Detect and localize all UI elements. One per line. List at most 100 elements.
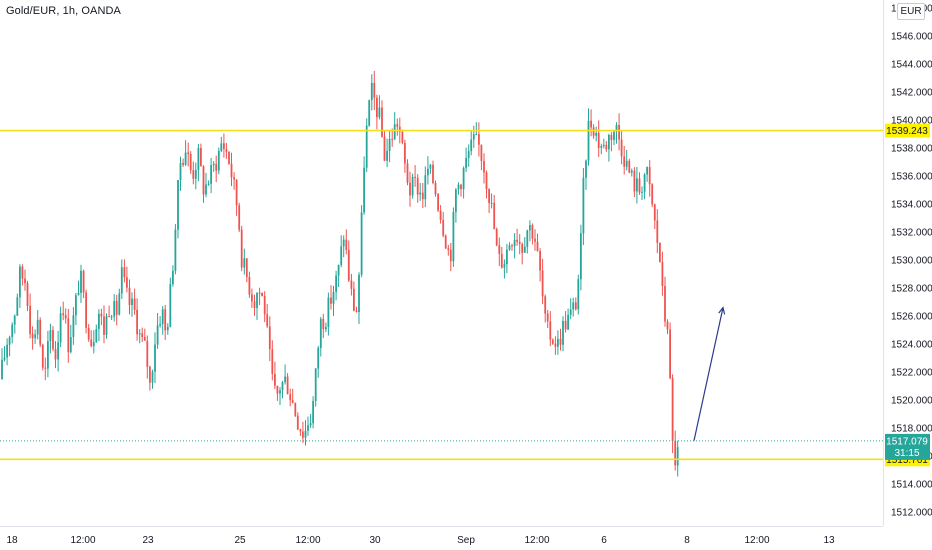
candle-body bbox=[592, 127, 595, 136]
candle-body bbox=[480, 144, 483, 161]
candle-body bbox=[638, 178, 641, 193]
candle-body bbox=[393, 124, 396, 140]
candle-body bbox=[299, 429, 302, 432]
y-tick-label: 1512.000 bbox=[891, 508, 932, 519]
candle-body bbox=[608, 135, 610, 150]
symbol-title: Gold/EUR, 1h, OANDA bbox=[6, 5, 121, 17]
y-tick-label: 1526.000 bbox=[891, 312, 932, 323]
candle-body bbox=[337, 265, 340, 276]
candle-body bbox=[347, 249, 350, 281]
candle-body bbox=[240, 229, 243, 268]
candle-body bbox=[434, 183, 437, 195]
x-tick-label: 8 bbox=[684, 535, 690, 546]
candle-body bbox=[424, 175, 427, 200]
candle-body bbox=[416, 177, 419, 195]
candle-body bbox=[120, 267, 123, 294]
candle-body bbox=[138, 333, 141, 335]
candle-body bbox=[261, 293, 263, 296]
y-tick-label: 1538.000 bbox=[891, 144, 932, 155]
candle-body bbox=[518, 241, 521, 244]
candle-body bbox=[641, 191, 643, 193]
candle-body bbox=[317, 348, 320, 369]
y-tick-label: 1536.000 bbox=[891, 172, 932, 183]
y-tick-label: 1520.000 bbox=[891, 396, 932, 407]
y-tick-label: 1522.000 bbox=[891, 368, 932, 379]
candle-body bbox=[128, 287, 131, 305]
candle-body bbox=[327, 297, 330, 327]
candle-body bbox=[549, 321, 552, 340]
candle-body bbox=[381, 107, 383, 137]
y-tick-label: 1546.000 bbox=[891, 32, 932, 43]
candle-body bbox=[521, 243, 524, 253]
x-tick-label: 30 bbox=[369, 535, 381, 546]
candle-body bbox=[529, 225, 531, 231]
candle-body bbox=[605, 144, 608, 150]
candle-body bbox=[623, 156, 626, 167]
candle-body bbox=[8, 337, 11, 345]
candle-body bbox=[432, 164, 434, 183]
candle-body bbox=[215, 163, 218, 171]
candle-body bbox=[6, 344, 8, 358]
candle-body bbox=[554, 343, 557, 347]
x-tick-label: 12:00 bbox=[524, 535, 549, 546]
candle-body bbox=[363, 167, 365, 213]
currency-badge[interactable]: EUR bbox=[897, 3, 925, 20]
candle-body bbox=[62, 313, 65, 316]
candle-body bbox=[567, 314, 569, 330]
candle-body bbox=[34, 334, 37, 339]
candle-body bbox=[197, 148, 200, 170]
candle-body bbox=[370, 82, 373, 101]
candle-body bbox=[228, 151, 230, 164]
candle-body bbox=[154, 344, 156, 372]
candle-body bbox=[577, 279, 580, 310]
candle-body bbox=[230, 163, 233, 178]
candle-body bbox=[223, 143, 225, 149]
candle-body bbox=[52, 330, 54, 350]
candle-body bbox=[21, 266, 24, 279]
y-tick-label: 1534.000 bbox=[891, 200, 932, 211]
candle-body bbox=[194, 169, 197, 179]
candle-body bbox=[274, 373, 276, 386]
candle-body bbox=[307, 425, 309, 431]
level-price-label: 1515.761 bbox=[886, 455, 928, 466]
candle-body bbox=[664, 286, 666, 322]
candle-body bbox=[625, 160, 628, 167]
candle-body bbox=[24, 278, 26, 284]
candle-body bbox=[151, 371, 154, 383]
level-price-tag bbox=[885, 123, 930, 138]
candle-body bbox=[536, 241, 539, 251]
candle-body bbox=[258, 292, 261, 294]
candle-body bbox=[478, 134, 480, 145]
candle-body bbox=[87, 327, 90, 340]
candle-body bbox=[16, 297, 19, 316]
candle-body bbox=[49, 330, 52, 342]
candle-body bbox=[378, 107, 381, 118]
candle-body bbox=[610, 135, 613, 140]
candle-body bbox=[350, 280, 353, 289]
candle-body bbox=[511, 245, 513, 247]
current-price-tag bbox=[885, 433, 930, 460]
candle-body bbox=[597, 133, 600, 148]
candle-body bbox=[217, 151, 220, 171]
candle-body bbox=[31, 333, 34, 339]
candle-body bbox=[551, 339, 554, 344]
candle-body bbox=[495, 228, 498, 246]
candle-body bbox=[80, 270, 82, 293]
candle-body bbox=[585, 160, 587, 178]
candle-body bbox=[161, 309, 164, 324]
candle-body bbox=[460, 184, 462, 190]
levels-layer bbox=[0, 129, 883, 461]
candle-body bbox=[82, 270, 85, 293]
candle-body bbox=[353, 288, 355, 311]
candle-body bbox=[29, 306, 31, 334]
time-axis[interactable]: 18 12:00 23 25 12:00 30 Sep 12:00 6 8 12:00 13 bbox=[6, 535, 835, 546]
candle-body bbox=[544, 296, 547, 314]
candle-body bbox=[386, 150, 388, 161]
candle-body bbox=[113, 301, 116, 317]
candle-body bbox=[470, 139, 473, 152]
candle-body bbox=[590, 120, 592, 128]
candle-body bbox=[449, 249, 452, 262]
candle-body bbox=[526, 230, 529, 247]
